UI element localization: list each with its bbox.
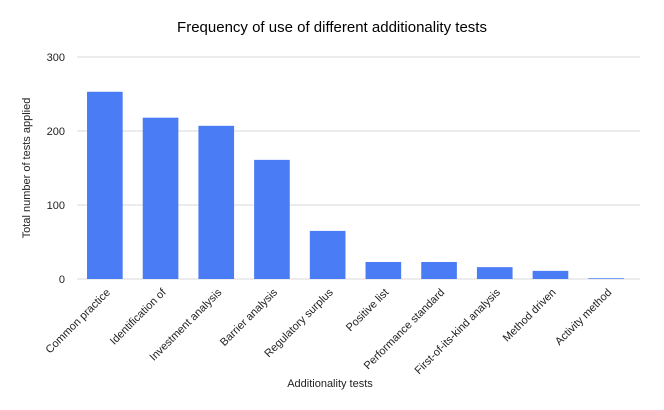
bar bbox=[254, 159, 290, 279]
y-tick-label: 300 bbox=[47, 52, 65, 64]
chart-title: Frequency of use of different additional… bbox=[177, 19, 487, 36]
bar bbox=[198, 125, 235, 279]
bar bbox=[142, 117, 179, 280]
bar bbox=[476, 267, 513, 279]
bar bbox=[588, 278, 624, 279]
y-tick-label: 0 bbox=[59, 274, 65, 286]
bar bbox=[532, 270, 569, 279]
y-tick-label: 200 bbox=[47, 126, 65, 138]
bar bbox=[309, 230, 346, 279]
bar bbox=[87, 91, 123, 279]
y-tick-label: 100 bbox=[47, 200, 65, 212]
y-axis-label: Total number of tests applied bbox=[21, 98, 33, 239]
x-axis-label: Additionality tests bbox=[287, 378, 373, 390]
bar bbox=[421, 261, 457, 279]
bar bbox=[365, 261, 402, 279]
